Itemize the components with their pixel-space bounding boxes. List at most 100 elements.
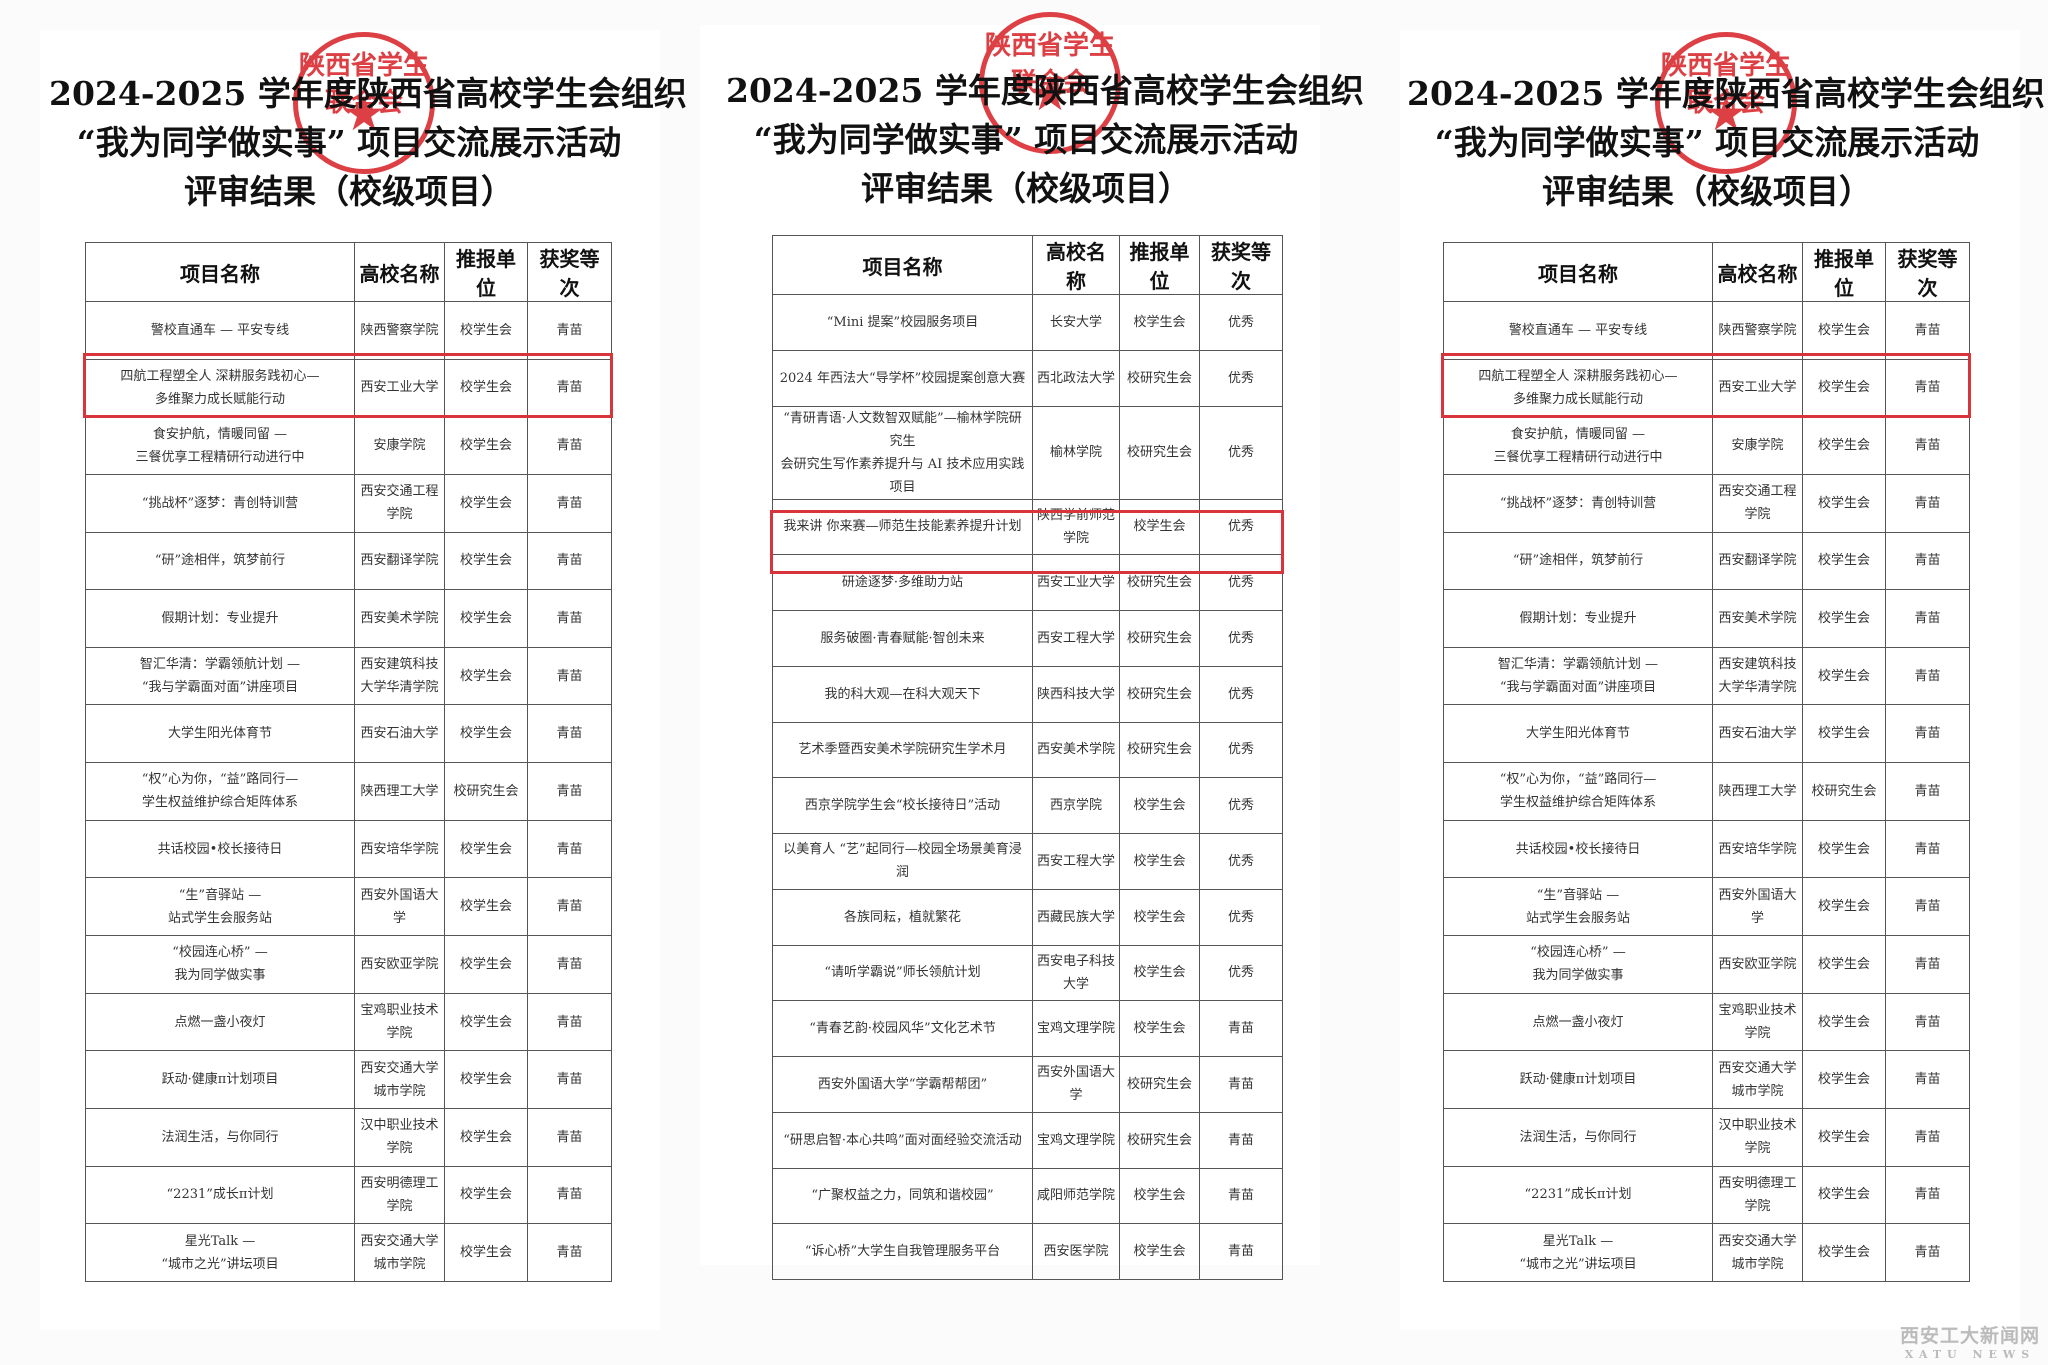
award-level-cell: 青苗 xyxy=(1885,935,1970,994)
nominating-unit-cell: 校学生会 xyxy=(1802,992,1886,1052)
seal-text: 陕西省学生联合会 xyxy=(984,31,1115,98)
table-row: “Mini 提案”校园服务项目 长安大学 校学生会 优秀 xyxy=(772,294,1283,351)
award-level-cell: 青苗 xyxy=(1885,358,1970,418)
project-name-cell: “2231”成长π计划 xyxy=(1443,1165,1713,1225)
award-level-cell: 青苗 xyxy=(527,646,612,706)
university-cell: 西安外国语大 学 xyxy=(1712,877,1803,937)
table-row: “权”心为你，“益”路同行— 学生权益维护综合矩阵体系 陕西理工大学 校研究生会 青苗 xyxy=(85,762,612,821)
university-cell: 西安建筑科技 大学华清学院 xyxy=(354,646,445,706)
project-name-cell: “诉心桥”大学生自我管理服务平台 xyxy=(772,1223,1033,1280)
page-title-line: 2024-2025 学年度陕西省高校学生会组织 xyxy=(49,74,687,113)
award-level-cell: 青苗 xyxy=(527,1223,612,1282)
project-name-cell: “生”音驿站 — 站式学生会服务站 xyxy=(1443,877,1713,937)
award-level-cell: 青苗 xyxy=(1885,1165,1970,1225)
project-name-cell: “权”心为你，“益”路同行— 学生权益维护综合矩阵体系 xyxy=(1443,762,1713,821)
table-row: 服务破圈·青春赋能·智创未来 西安工程大学 校研究生会 优秀 xyxy=(772,610,1283,667)
seal-star-icon: ★ xyxy=(342,85,386,142)
award-level-cell: 青苗 xyxy=(1885,762,1970,821)
nominating-unit-cell: 校学生会 xyxy=(444,301,528,360)
award-level-cell: 优秀 xyxy=(1199,888,1283,946)
university-cell: 西安石油大学 xyxy=(354,704,445,764)
project-name-cell: 智汇华清：学霸领航计划 — “我与学霸面对面”讲座项目 xyxy=(1443,646,1713,706)
page-title-line: “我为同学做实事” 项目交流展示活动 xyxy=(76,123,622,162)
table-row: 跃动·健康π计划项目 西安交通大学 城市学院 校学生会 青苗 xyxy=(1443,1050,1970,1109)
table-row: “青春艺韵·校园风华”文化艺术节 宝鸡文理学院 校学生会 青苗 xyxy=(772,1000,1283,1057)
page-title-line: 2024-2025 学年度陕西省高校学生会组织 xyxy=(1407,74,2045,113)
university-cell: 西安工程大学 xyxy=(1032,610,1120,667)
university-cell: 西安交通工程 学院 xyxy=(1712,473,1803,533)
award-level-cell: 青苗 xyxy=(527,473,612,533)
nominating-unit-cell: 校学生会 xyxy=(444,1223,528,1282)
university-cell: 西安工业大学 xyxy=(1712,358,1803,418)
award-level-cell: 优秀 xyxy=(1199,833,1283,890)
table-row: 跃动·健康π计划项目 西安交通大学 城市学院 校学生会 青苗 xyxy=(85,1050,612,1109)
results-table: 项目名称 高校名称 推报单位 获奖等次 警校直通车 — 平安专线 陕西警察学院 校学生会 青苗… xyxy=(85,242,612,1282)
award-level-cell: 优秀 xyxy=(1199,554,1283,611)
project-name-cell: 我的科大观—在科大观天下 xyxy=(772,665,1033,723)
university-cell: 西安欧亚学院 xyxy=(354,935,445,994)
nominating-unit-cell: 校学生会 xyxy=(1802,704,1886,764)
award-level-cell: 青苗 xyxy=(527,1165,612,1225)
university-cell: 陕西警察学院 xyxy=(1712,301,1803,360)
nominating-unit-cell: 校研究生会 xyxy=(1119,665,1200,723)
project-name-cell: 艺术季暨西安美术学院研究生学术月 xyxy=(772,721,1033,779)
university-cell: 宝鸡职业技术 学院 xyxy=(354,992,445,1052)
nominating-unit-cell: 校研究生会 xyxy=(1119,1111,1200,1169)
table-row: 法润生活，与你同行 汉中职业技术 学院 校学生会 青苗 xyxy=(1443,1107,1970,1167)
project-name-cell: 研途逐梦·多维助力站 xyxy=(772,554,1033,611)
university-cell: 西安培华学院 xyxy=(354,819,445,879)
university-cell: 长安大学 xyxy=(1032,294,1120,351)
table-row: 星光Talk — “城市之光”讲坛项目 西安交通大学 城市学院 校学生会 青苗 xyxy=(85,1223,612,1282)
page-title-line: 评审结果（校级项目） xyxy=(184,172,514,211)
university-cell: 西安交通大学 城市学院 xyxy=(354,1223,445,1282)
table-row: 四航工程塑全人 深耕服务践初心— 多维聚力成长赋能行动 西安工业大学 校学生会 青苗 xyxy=(1443,358,1970,418)
nominating-unit-cell: 校学生会 xyxy=(1119,888,1200,946)
award-level-cell: 优秀 xyxy=(1199,777,1283,834)
seal-star-icon: ★ xyxy=(1704,85,1748,142)
award-level-cell: 青苗 xyxy=(1199,1223,1283,1280)
nominating-unit-cell: 校学生会 xyxy=(1802,1223,1886,1282)
official-seal: 陕西省学生联合会 ★ xyxy=(293,32,435,174)
nominating-unit-cell: 校研究生会 xyxy=(444,762,528,821)
university-cell: 西安工业大学 xyxy=(1032,554,1120,611)
project-name-cell: “挑战杯”逐梦：青创特训营 xyxy=(85,473,355,533)
nominating-unit-cell: 校学生会 xyxy=(1119,1167,1200,1225)
table-row: “研”途相伴，筑梦前行 西安翻译学院 校学生会 青苗 xyxy=(85,531,612,591)
nominating-unit-cell: 校学生会 xyxy=(1119,498,1200,556)
university-cell: 西京学院 xyxy=(1032,777,1120,834)
project-name-cell: 警校直通车 — 平安专线 xyxy=(1443,301,1713,360)
university-cell: 西安美术学院 xyxy=(1032,721,1120,779)
nominating-unit-cell: 校学生会 xyxy=(1802,531,1886,591)
award-level-cell: 青苗 xyxy=(1885,646,1970,706)
page-title-line: 评审结果（校级项目） xyxy=(1542,172,1872,211)
university-cell: 西藏民族大学 xyxy=(1032,888,1120,946)
results-table: 项目名称 高校名称 推报单位 获奖等次 “Mini 提案”校园服务项目 长安大学 校学生会优… xyxy=(772,235,1283,1280)
table-row: 假期计划：专业提升 西安美术学院 校学生会 青苗 xyxy=(1443,589,1970,648)
award-level-cell: 青苗 xyxy=(1199,1000,1283,1057)
column-header: 高校名称 xyxy=(1712,242,1803,302)
table-row: “研思启智·本心共鸣”面对面经验交流活动 宝鸡文理学院 校研究生会 青苗 xyxy=(772,1111,1283,1169)
watermark-cn: 西安工大新闻网 xyxy=(1899,1325,2040,1347)
award-level-cell: 青苗 xyxy=(527,877,612,937)
nominating-unit-cell: 校学生会 xyxy=(1802,646,1886,706)
university-cell: 西安明德理工 学院 xyxy=(354,1165,445,1225)
table-row: “2231”成长π计划 西安明德理工 学院 校学生会 青苗 xyxy=(1443,1165,1970,1225)
nominating-unit-cell: 校学生会 xyxy=(444,1165,528,1225)
table-header-row: 项目名称 高校名称 推报单位 获奖等次 xyxy=(772,235,1283,295)
university-cell: 西安电子科技 大学 xyxy=(1032,944,1120,1002)
seal-text: 陕西省学生联合会 xyxy=(1660,51,1791,118)
table-row: “挑战杯”逐梦：青创特训营 西安交通工程 学院 校学生会 青苗 xyxy=(85,473,612,533)
project-name-cell: “研”途相伴，筑梦前行 xyxy=(85,531,355,591)
award-level-cell: 优秀 xyxy=(1199,721,1283,779)
university-cell: 西北政法大学 xyxy=(1032,349,1120,407)
official-seal: 陕西省学生联合会 ★ xyxy=(979,12,1121,154)
table-row: 我的科大观—在科大观天下 陕西科技大学 校研究生会 优秀 xyxy=(772,665,1283,723)
table-row: 研途逐梦·多维助力站 西安工业大学 校研究生会 优秀 xyxy=(772,554,1283,611)
nominating-unit-cell: 校学生会 xyxy=(1802,935,1886,994)
nominating-unit-cell: 校学生会 xyxy=(1802,819,1886,879)
project-name-cell: 2024 年西法大“导学杯”校园提案创意大赛 xyxy=(772,349,1033,407)
award-level-cell: 优秀 xyxy=(1199,610,1283,667)
nominating-unit-cell: 校学生会 xyxy=(444,416,528,475)
column-header: 获奖等次 xyxy=(527,242,612,302)
award-level-cell: 青苗 xyxy=(527,762,612,821)
